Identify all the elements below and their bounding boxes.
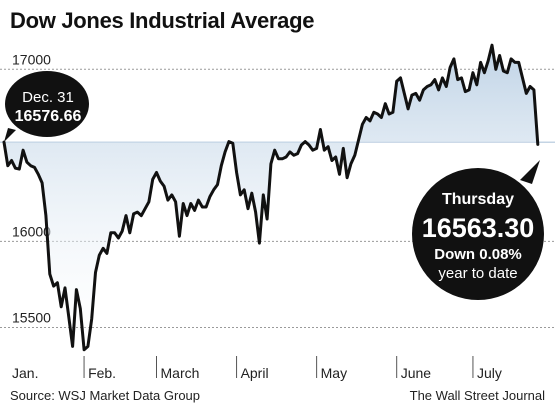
x-tick-label-march: March	[161, 365, 200, 381]
start-callout: Dec. 31 16576.66	[4, 71, 89, 142]
x-tick-label-april: April	[241, 365, 269, 381]
x-tick-label-feb: Feb.	[88, 365, 116, 381]
area-fill	[4, 45, 538, 350]
y-tick-label-16000: 16000	[12, 223, 51, 239]
start-callout-pointer	[4, 128, 16, 142]
end-callout-change: Down 0.08%	[434, 246, 522, 263]
source-note: Source: WSJ Market Data Group	[10, 388, 201, 403]
end-callout: Thursday 16563.30 Down 0.08% year to date	[412, 160, 544, 300]
y-tick-label-15500: 15500	[12, 309, 51, 325]
start-callout-date: Dec. 31	[22, 89, 74, 106]
end-callout-pointer	[520, 160, 540, 184]
y-tick-label-17000: 17000	[12, 51, 51, 67]
area-below-reference	[4, 45, 538, 350]
x-tick-label-jan: Jan.	[12, 365, 38, 381]
end-callout-bubble	[412, 168, 544, 300]
x-tick-label-july: July	[477, 365, 502, 381]
x-tick-label-june: June	[401, 365, 432, 381]
credit-note: The Wall Street Journal	[409, 388, 545, 403]
x-tick-label-may: May	[321, 365, 347, 381]
dow-line	[2, 43, 540, 352]
end-callout-day: Thursday	[442, 191, 514, 208]
annotations: Dec. 31 16576.66 Thursday 16563.30 Down 0.08…	[4, 71, 544, 300]
chart-title: Dow Jones Industrial Average	[10, 8, 315, 33]
start-callout-value: 16576.66	[15, 108, 82, 125]
x-axis: Jan. Feb. March April May June July	[12, 356, 502, 381]
end-callout-value: 16563.30	[422, 213, 535, 243]
start-callout-bubble	[5, 71, 89, 137]
series-line	[2, 43, 540, 352]
end-callout-period: year to date	[438, 265, 517, 282]
